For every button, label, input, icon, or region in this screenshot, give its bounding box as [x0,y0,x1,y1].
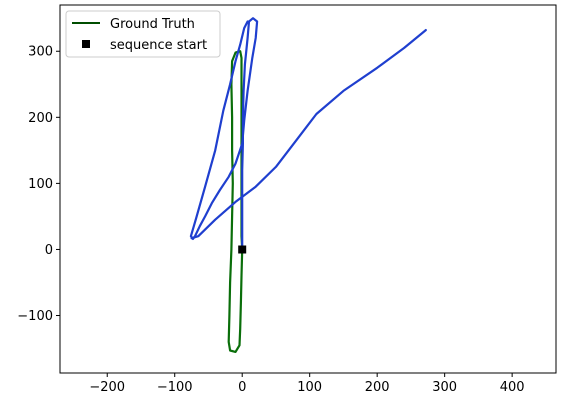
y-tick-label: 100 [28,177,53,192]
x-axis: −200 −100 0 100 200 300 400 [89,373,525,395]
x-tick-label: −100 [157,380,193,395]
y-axis: −100 0 100 200 300 [17,45,60,324]
legend-label-ground-truth: Ground Truth [110,17,195,32]
series-layer [189,17,427,353]
plot-background [60,5,556,373]
series-line-2 [190,29,427,240]
x-tick-label: 100 [297,380,322,395]
x-tick-label: −200 [89,380,125,395]
x-tick-label: 400 [500,380,525,395]
y-tick-label: 200 [28,111,53,126]
marker-sequence-start [238,245,247,254]
legend: Ground Truth sequence start [65,10,221,58]
y-tick-label: 0 [45,243,53,258]
y-tick-label: 300 [28,45,53,60]
y-tick-label: −100 [17,309,53,324]
x-tick-label: 0 [238,380,246,395]
x-tick-label: 200 [365,380,390,395]
marker-layer [238,245,247,254]
legend-marker-sequence-start [82,40,90,48]
legend-label-sequence-start: sequence start [110,38,207,53]
series-line-0 [227,50,244,353]
legend-box [65,10,221,58]
series-line-1 [189,17,259,251]
plot-frame [59,4,557,374]
x-tick-label: 300 [432,380,457,395]
